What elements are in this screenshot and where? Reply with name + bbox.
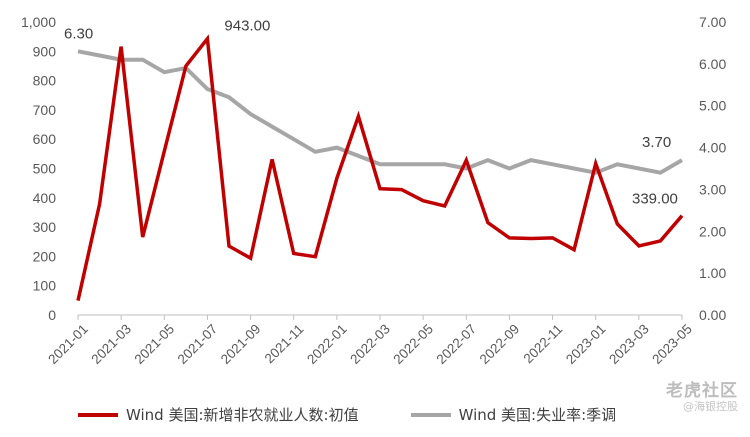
data-annotations: 6.30 943.00 3.70 339.00 — [64, 18, 678, 208]
x-tick-label: 2021-11 — [262, 321, 307, 366]
y-right-tick-label: 7.00 — [699, 14, 726, 30]
x-tick-label: 2023-05 — [649, 321, 695, 367]
legend-swatch-payrolls — [78, 412, 118, 417]
y-right-tick-label: 5.00 — [699, 98, 726, 114]
x-tick-label: 2022-01 — [304, 321, 350, 367]
x-tick-label: 2022-03 — [347, 321, 393, 367]
y-left-tick-label: 700 — [33, 102, 57, 118]
data-label: 3.70 — [642, 134, 671, 151]
y-left-tick-label: 100 — [33, 278, 57, 294]
series-line-payrolls — [76, 34, 684, 301]
watermark-main: 老虎社区 — [666, 381, 738, 401]
legend-item-unemployment: Wind 美国:失业率:季调 — [410, 404, 617, 425]
x-tick-label: 2022-09 — [477, 321, 523, 367]
y-left-tick-label: 900 — [33, 43, 57, 59]
y-left-tick-label: 200 — [33, 248, 57, 264]
data-label: 6.30 — [64, 25, 93, 42]
y-right-tick-label: 2.00 — [699, 223, 726, 239]
y-left-tick-label: 600 — [33, 131, 57, 147]
legend: Wind 美国:新增非农就业人数:初值 Wind 美国:失业率:季调 — [78, 404, 616, 425]
y-right-tick-label: 0.00 — [699, 307, 726, 323]
y-right-tick-label: 3.00 — [699, 181, 726, 197]
x-tick-label: 2023-01 — [563, 321, 609, 367]
y-left-tick-label: 0 — [48, 307, 56, 323]
y-left-tick-label: 800 — [33, 73, 57, 89]
data-label: 943.00 — [224, 18, 270, 35]
series-line-unemployment — [77, 49, 684, 175]
data-label: 339.00 — [632, 191, 678, 208]
legend-swatch-unemployment — [410, 412, 451, 417]
x-tick-label: 2021-09 — [218, 321, 264, 367]
x-tick-label: 2021-01 — [45, 321, 91, 367]
left-y-axis-ticks: 0 100 200 300 400 500 600 700 800 900 1,000 — [21, 14, 56, 323]
x-tick-label: 2022-07 — [434, 321, 480, 367]
x-tick-label: 2023-03 — [606, 321, 652, 367]
legend-label-payrolls: Wind 美国:新增非农就业人数:初值 — [126, 406, 359, 424]
x-tick-label: 2021-05 — [132, 321, 178, 367]
y-left-tick-label: 500 — [33, 161, 57, 177]
x-tick-label: 2022-11 — [521, 321, 566, 366]
x-tick-label: 2022-05 — [390, 321, 436, 367]
legend-label-unemployment: Wind 美国:失业率:季调 — [458, 406, 617, 424]
series-lines — [76, 34, 684, 301]
y-left-tick-label: 1,000 — [21, 14, 56, 30]
x-tick-label: 2021-03 — [88, 321, 134, 367]
y-right-tick-label: 1.00 — [699, 265, 726, 281]
x-axis-ticks: 2021-012021-032021-052021-072021-092021-… — [45, 315, 695, 367]
y-left-tick-label: 400 — [33, 190, 57, 206]
y-right-tick-label: 4.00 — [699, 140, 726, 156]
right-y-axis-ticks: 0.00 1.00 2.00 3.00 4.00 5.00 6.00 7.00 — [699, 14, 726, 323]
watermark-sub: @海银控股 — [683, 399, 738, 413]
x-tick-label: 2021-07 — [175, 321, 221, 367]
legend-item-payrolls: Wind 美国:新增非农就业人数:初值 — [78, 404, 359, 425]
y-right-tick-label: 6.00 — [699, 56, 726, 72]
y-left-tick-label: 300 — [33, 219, 57, 235]
watermark: 老虎社区 @海银控股 — [666, 382, 738, 413]
